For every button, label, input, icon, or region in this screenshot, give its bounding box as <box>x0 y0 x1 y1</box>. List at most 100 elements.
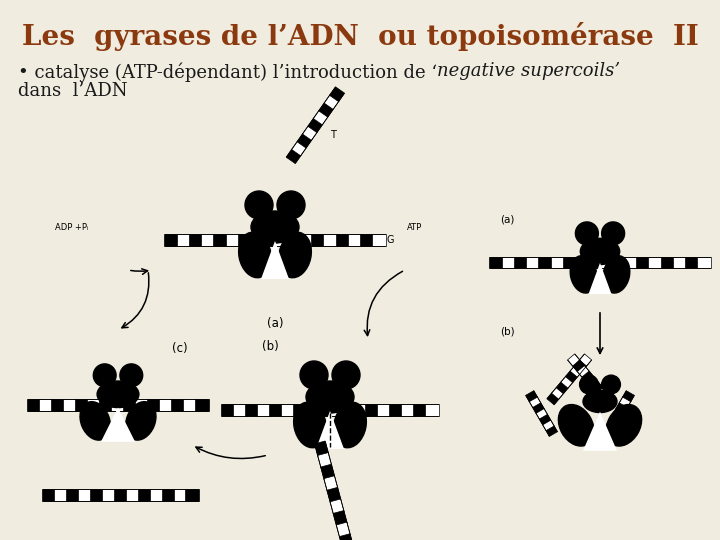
Polygon shape <box>613 408 624 419</box>
Text: Les  gyrases de l’ADN  ou topoisomérase  II: Les gyrases de l’ADN ou topoisomérase II <box>22 22 698 51</box>
Polygon shape <box>580 354 592 366</box>
Text: (a): (a) <box>500 215 514 225</box>
Polygon shape <box>672 256 686 267</box>
Ellipse shape <box>570 256 597 293</box>
Polygon shape <box>586 376 598 388</box>
Ellipse shape <box>606 404 642 446</box>
Polygon shape <box>135 399 148 411</box>
Polygon shape <box>333 510 347 526</box>
Polygon shape <box>316 411 344 449</box>
Polygon shape <box>402 404 415 416</box>
Polygon shape <box>225 234 239 246</box>
Polygon shape <box>616 402 628 413</box>
Polygon shape <box>619 396 631 408</box>
Polygon shape <box>315 441 328 457</box>
Polygon shape <box>282 404 294 416</box>
Polygon shape <box>348 234 361 246</box>
Polygon shape <box>287 234 300 246</box>
Polygon shape <box>148 399 161 411</box>
Polygon shape <box>572 360 585 372</box>
Polygon shape <box>685 256 698 267</box>
Polygon shape <box>294 404 307 416</box>
Polygon shape <box>502 256 515 267</box>
Polygon shape <box>575 360 587 372</box>
Circle shape <box>580 375 598 394</box>
Polygon shape <box>302 125 318 140</box>
Polygon shape <box>365 404 379 416</box>
Polygon shape <box>222 404 235 416</box>
Polygon shape <box>623 390 634 402</box>
Polygon shape <box>526 390 537 402</box>
Text: (b): (b) <box>500 327 514 337</box>
Polygon shape <box>327 488 341 503</box>
Polygon shape <box>551 256 564 267</box>
Polygon shape <box>556 382 569 394</box>
Ellipse shape <box>80 402 110 440</box>
Polygon shape <box>250 234 264 246</box>
Polygon shape <box>308 118 323 133</box>
Polygon shape <box>171 399 184 411</box>
Ellipse shape <box>251 211 299 243</box>
Polygon shape <box>426 404 438 416</box>
Polygon shape <box>40 399 53 411</box>
Polygon shape <box>336 234 349 246</box>
Polygon shape <box>87 399 101 411</box>
Polygon shape <box>76 399 89 411</box>
Ellipse shape <box>603 256 630 293</box>
Ellipse shape <box>306 381 354 413</box>
Circle shape <box>575 222 598 245</box>
Polygon shape <box>274 234 288 246</box>
Text: • catalyse (ATP-dépendant) l’introduction de ‘: • catalyse (ATP-dépendant) l’introductio… <box>18 62 437 82</box>
Polygon shape <box>184 399 197 411</box>
Polygon shape <box>261 241 289 279</box>
Polygon shape <box>318 404 330 416</box>
Polygon shape <box>164 234 178 246</box>
Text: G: G <box>386 235 394 245</box>
Polygon shape <box>138 489 151 501</box>
Polygon shape <box>186 489 199 501</box>
Polygon shape <box>390 404 402 416</box>
Ellipse shape <box>580 238 620 265</box>
Polygon shape <box>336 522 351 538</box>
Polygon shape <box>339 534 354 540</box>
Polygon shape <box>330 87 345 102</box>
Polygon shape <box>377 404 391 416</box>
Circle shape <box>120 364 143 387</box>
Circle shape <box>602 222 625 245</box>
Polygon shape <box>330 499 344 515</box>
Polygon shape <box>526 256 539 267</box>
Polygon shape <box>319 102 333 117</box>
Polygon shape <box>413 404 426 416</box>
Ellipse shape <box>125 402 156 440</box>
Polygon shape <box>552 387 564 399</box>
Polygon shape <box>66 489 79 501</box>
Polygon shape <box>575 256 588 267</box>
Polygon shape <box>78 489 91 501</box>
Polygon shape <box>126 489 139 501</box>
Polygon shape <box>354 404 366 416</box>
Polygon shape <box>114 489 127 501</box>
Polygon shape <box>299 234 312 246</box>
Polygon shape <box>360 234 374 246</box>
Polygon shape <box>490 256 503 267</box>
Polygon shape <box>341 404 355 416</box>
Polygon shape <box>99 399 112 411</box>
Polygon shape <box>697 256 711 267</box>
Polygon shape <box>609 414 621 425</box>
Polygon shape <box>536 408 547 419</box>
Polygon shape <box>262 234 276 246</box>
Ellipse shape <box>279 232 311 278</box>
Polygon shape <box>539 414 551 425</box>
Polygon shape <box>372 234 386 246</box>
Polygon shape <box>42 489 55 501</box>
Polygon shape <box>561 376 573 388</box>
Ellipse shape <box>97 381 139 408</box>
Polygon shape <box>174 489 186 501</box>
Polygon shape <box>201 234 215 246</box>
Polygon shape <box>189 234 202 246</box>
Polygon shape <box>588 263 611 294</box>
Text: ATP: ATP <box>408 222 423 232</box>
Circle shape <box>245 191 273 219</box>
Polygon shape <box>269 404 283 416</box>
Polygon shape <box>590 382 603 394</box>
